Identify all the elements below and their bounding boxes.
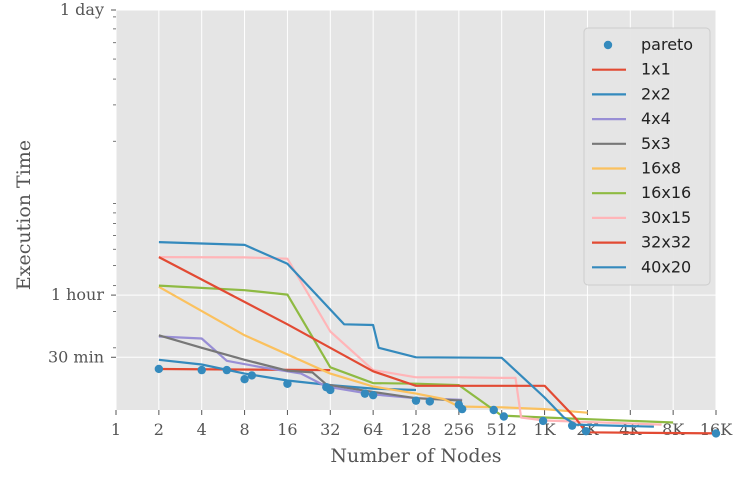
pareto-points <box>154 364 721 438</box>
legend-entry-4x4: 4x4 <box>592 109 671 128</box>
x-tick-label: 4 <box>197 420 207 439</box>
x-tick-label: 16 <box>277 420 297 439</box>
pareto-point <box>368 390 378 400</box>
pareto-point <box>240 374 249 384</box>
legend-label: 2x2 <box>641 84 671 103</box>
x-axis-label: Number of Nodes <box>330 445 501 467</box>
x-tick-label: 32 <box>320 420 340 439</box>
legend-label: 30x15 <box>641 208 691 227</box>
legend-entry-30x15: 30x15 <box>592 208 691 227</box>
legend-marker <box>603 40 613 50</box>
legend-entry-pareto: pareto <box>603 35 693 54</box>
pareto-point <box>499 412 509 421</box>
pareto-point <box>489 405 498 415</box>
pareto-point <box>247 371 257 380</box>
pareto-point <box>567 421 577 430</box>
y-tick-label: 30 min <box>48 347 104 366</box>
legend-entry-16x8: 16x8 <box>592 159 681 178</box>
legend: pareto 1x1 2x2 4x4 5x3 16x8 16x16 30x15 32x32 40x… <box>583 27 711 286</box>
pareto-point <box>538 416 548 426</box>
legend-entry-2x2: 2x2 <box>592 84 671 103</box>
legend-label: 40x20 <box>641 257 691 276</box>
x-tick-label: 64 <box>363 420 383 439</box>
x-tick-label: 256 <box>444 420 475 439</box>
series-line-5x3 <box>158 334 463 402</box>
pareto-point <box>411 396 421 405</box>
series-line-1x1 <box>158 367 331 372</box>
pareto-point <box>197 365 206 375</box>
pareto-point <box>457 404 467 414</box>
pareto-point <box>425 397 434 406</box>
x-tick-label: 8 <box>239 420 249 439</box>
pareto-point <box>711 429 721 438</box>
legend-label: 16x16 <box>641 183 691 202</box>
legend-label: 4x4 <box>641 109 671 128</box>
series-line-30x15 <box>158 256 662 426</box>
legend-label: 32x32 <box>641 233 691 252</box>
x-tick-label: 1 <box>111 420 121 439</box>
y-axis-label: Execution Time <box>13 140 35 290</box>
pareto-point <box>581 426 591 436</box>
pareto-point <box>326 385 335 395</box>
legend-entry-1x1: 1x1 <box>592 60 671 79</box>
legend-entry-32x32: 32x32 <box>592 233 691 252</box>
x-tick-label: 8K <box>662 420 685 439</box>
legend-box <box>583 27 711 286</box>
series-line-16x8 <box>158 285 588 414</box>
pareto-point <box>154 364 164 374</box>
pareto-point <box>360 389 370 398</box>
x-tick-label: 512 <box>486 420 517 439</box>
y-tick-label: 1 hour <box>51 285 105 304</box>
series-line-40x20 <box>158 241 654 428</box>
legend-entry-5x3: 5x3 <box>592 134 671 153</box>
legend-label: pareto <box>641 35 693 54</box>
legend-entry-40x20: 40x20 <box>592 257 691 276</box>
pareto-point <box>283 379 292 388</box>
x-tick-label: 1K <box>534 420 557 439</box>
y-tick-label: 1 day <box>60 0 104 19</box>
legend-entry-16x16: 16x16 <box>592 183 691 202</box>
legend-label: 5x3 <box>641 134 671 153</box>
legend-label: 16x8 <box>641 159 681 178</box>
legend-label: 1x1 <box>641 60 671 79</box>
series-line-16x16 <box>158 284 674 424</box>
x-tick-label: 2 <box>154 420 164 439</box>
grid <box>115 9 717 410</box>
pareto-point <box>222 365 231 375</box>
x-tick-label: 128 <box>401 420 432 439</box>
